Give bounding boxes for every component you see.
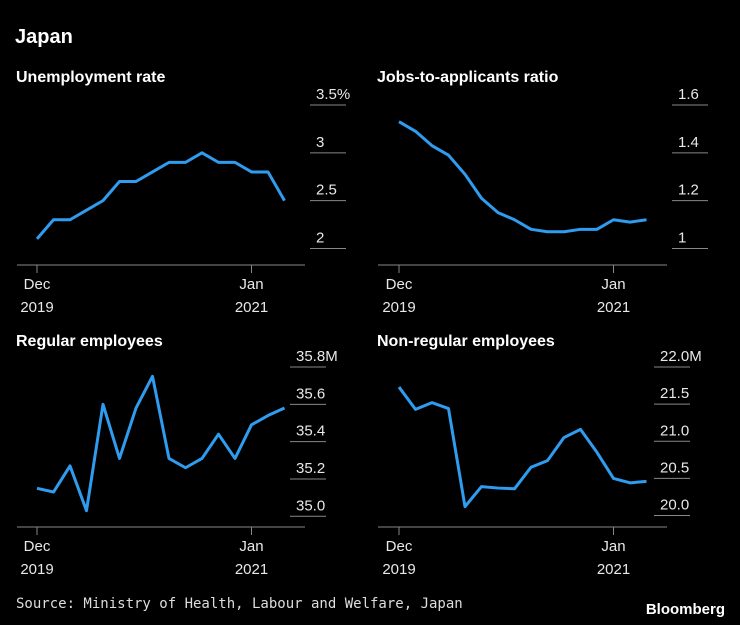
y-tick-label: 35.6 — [296, 385, 325, 402]
panel-title: Jobs-to-applicants ratio — [377, 69, 559, 86]
y-tick-label: 1.6 — [678, 86, 699, 103]
y-tick-label: 2 — [316, 229, 324, 246]
y-tick-label: 35.0 — [296, 497, 325, 514]
x-tick-label: Dec 2019 — [20, 276, 53, 316]
y-tick-label: 3.5% — [316, 86, 350, 103]
y-tick-label: 35.2 — [296, 460, 325, 477]
y-tick-label: 2.5 — [316, 182, 337, 199]
panel-title: Regular employees — [16, 333, 163, 350]
x-tick-label: Jan 2021 — [235, 276, 268, 316]
y-tick-label: 20.5 — [660, 459, 689, 476]
y-tick-label: 21.5 — [660, 385, 689, 402]
series-line — [35, 151, 286, 240]
y-tick-label: 3 — [316, 134, 324, 151]
page-title: Japan — [15, 26, 73, 48]
source: Source: Ministry of Health, Labour and W… — [16, 596, 463, 612]
x-tick-label: Jan 2021 — [597, 276, 630, 316]
y-tick-label: 35.8M — [296, 348, 338, 365]
panel-title: Non-regular employees — [377, 333, 555, 350]
panel-title: Unemployment rate — [16, 69, 165, 86]
x-tick-label: Jan 2021 — [235, 538, 268, 578]
x-tick-label: Jan 2021 — [597, 538, 630, 578]
x-tick-label: Dec 2019 — [20, 538, 53, 578]
y-tick-label: 22.0M — [660, 348, 702, 365]
x-tick-label: Dec 2019 — [382, 538, 415, 578]
y-tick-label: 21.0 — [660, 422, 689, 439]
series-line — [398, 120, 647, 234]
y-tick-label: 35.4 — [296, 423, 325, 440]
series-line — [36, 374, 286, 513]
brand: Bloomberg — [646, 601, 725, 618]
y-tick-label: 1.2 — [678, 182, 699, 199]
y-tick-label: 20.0 — [660, 497, 689, 514]
series-line — [397, 386, 647, 509]
x-tick-label: Dec 2019 — [382, 276, 415, 316]
y-tick-label: 1 — [678, 229, 686, 246]
y-tick-label: 1.4 — [678, 134, 699, 151]
